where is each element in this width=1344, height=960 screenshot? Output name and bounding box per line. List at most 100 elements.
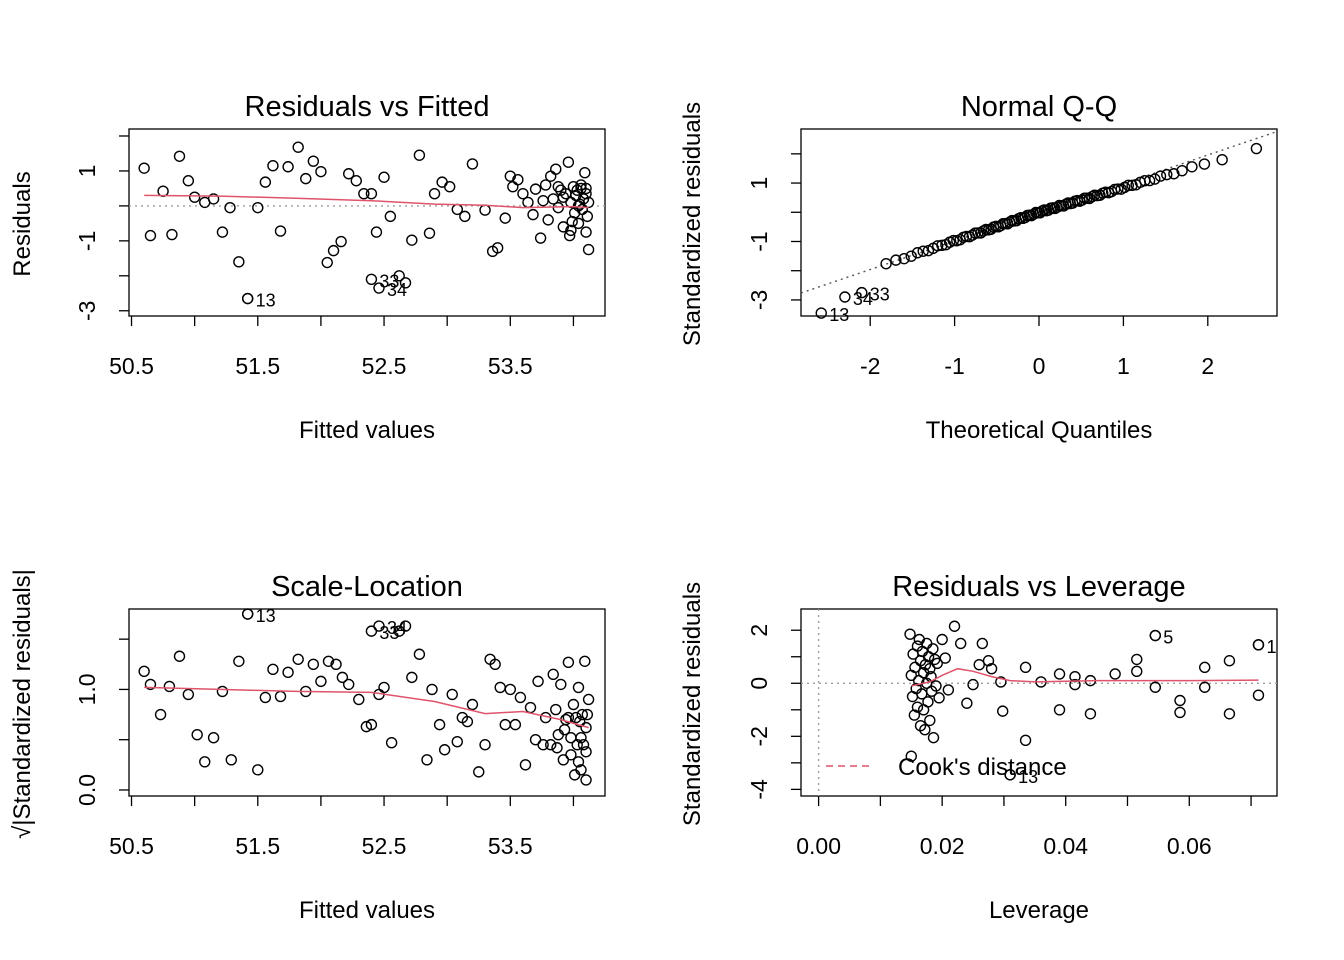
data-point xyxy=(557,191,570,203)
data-point xyxy=(406,234,418,246)
data-point xyxy=(565,224,577,237)
point-label: 5 xyxy=(1163,628,1173,648)
point-label: 13 xyxy=(256,606,276,626)
data-point xyxy=(905,250,917,262)
data-point xyxy=(572,681,585,694)
y-axis-label: Residuals xyxy=(9,171,36,276)
point-label: 33 xyxy=(870,285,890,305)
x-tick-label: 0.00 xyxy=(796,833,841,859)
data-point xyxy=(365,625,378,637)
data-point xyxy=(491,242,504,254)
data-point xyxy=(524,701,537,714)
data-point xyxy=(575,764,587,776)
data-point xyxy=(182,175,195,187)
data-point xyxy=(1143,174,1156,187)
y-tick-label: 1.0 xyxy=(74,673,100,705)
data-point xyxy=(954,637,967,650)
data-point xyxy=(436,176,448,188)
data-point xyxy=(577,739,590,751)
data-point xyxy=(936,633,948,646)
data-point xyxy=(335,235,347,248)
data-point xyxy=(461,715,474,728)
data-point xyxy=(547,668,559,681)
residuals-vs-fitted-panel: Residuals vs Fitted Fitted values Residu… xyxy=(9,91,606,444)
data-point xyxy=(1186,161,1198,173)
x-tick-label: 1 xyxy=(1117,353,1130,379)
data-point xyxy=(499,718,511,731)
normal-qq-panel: Normal Q-Q Theoretical Quantiles Standar… xyxy=(679,91,1278,444)
data-point xyxy=(581,708,594,721)
data-point xyxy=(282,161,294,173)
data-point xyxy=(365,187,378,200)
data-point xyxy=(948,620,961,632)
point-label: 34 xyxy=(853,289,873,309)
data-point xyxy=(582,243,595,256)
x-tick-label: 50.5 xyxy=(109,833,154,859)
data-point xyxy=(1053,668,1066,680)
data-point xyxy=(282,666,294,679)
data-point xyxy=(514,691,527,704)
data-point xyxy=(252,764,264,776)
y-tick-label: -1 xyxy=(746,231,772,251)
data-point xyxy=(563,229,576,242)
data-point xyxy=(575,731,587,744)
data-point xyxy=(373,282,385,294)
x-tick-label: -2 xyxy=(860,353,880,379)
data-point xyxy=(562,656,575,668)
data-point xyxy=(880,258,892,270)
y-tick-label: 1 xyxy=(74,165,100,178)
data-point xyxy=(216,226,229,238)
data-point xyxy=(315,165,327,178)
data-point xyxy=(307,155,320,167)
data-point xyxy=(580,774,592,786)
data-point xyxy=(350,175,362,187)
data-point xyxy=(157,185,169,197)
x-tick-label: 51.5 xyxy=(235,833,280,859)
x-tick-label: 0.04 xyxy=(1043,833,1088,859)
data-point xyxy=(1084,708,1097,720)
data-point xyxy=(138,665,150,678)
plot-frame xyxy=(800,608,1278,797)
y-axis-label: Standardized residuals xyxy=(679,582,706,826)
data-point xyxy=(931,240,944,252)
data-point xyxy=(138,162,150,174)
data-point xyxy=(406,671,418,684)
data-point xyxy=(1198,158,1211,170)
data-point xyxy=(995,676,1007,688)
point-label: 33 xyxy=(379,623,399,643)
x-tick-label: 51.5 xyxy=(235,353,280,379)
data-point xyxy=(321,256,333,269)
data-point xyxy=(908,709,921,721)
data-point xyxy=(241,292,254,305)
point-label: 13 xyxy=(1018,767,1038,787)
data-point xyxy=(1176,164,1188,177)
data-point xyxy=(274,690,287,703)
data-point xyxy=(856,286,868,299)
data-point xyxy=(572,217,585,230)
data-point xyxy=(166,228,178,241)
data-point xyxy=(947,234,960,247)
data-point xyxy=(529,183,542,195)
data-point xyxy=(1131,665,1143,678)
data-point xyxy=(1149,173,1161,185)
x-tick-label: 0.02 xyxy=(920,833,965,859)
data-point xyxy=(378,171,390,183)
y-tick-label: 0 xyxy=(746,677,772,690)
data-point xyxy=(259,176,272,188)
data-point xyxy=(582,693,595,706)
data-point xyxy=(327,244,340,257)
data-point xyxy=(353,693,365,706)
y-axis-label: Standardized residuals xyxy=(679,102,706,346)
data-point xyxy=(1069,678,1081,691)
data-point xyxy=(399,620,412,632)
smoother-line xyxy=(144,686,589,729)
data-point xyxy=(542,214,554,226)
data-point xyxy=(904,628,916,640)
panel-title: Normal Q-Q xyxy=(961,91,1117,123)
data-point xyxy=(1112,183,1124,195)
panel-title: Residuals vs Fitted xyxy=(245,91,490,123)
data-point xyxy=(182,688,195,701)
data-point xyxy=(1252,639,1265,651)
data-point xyxy=(580,721,592,734)
